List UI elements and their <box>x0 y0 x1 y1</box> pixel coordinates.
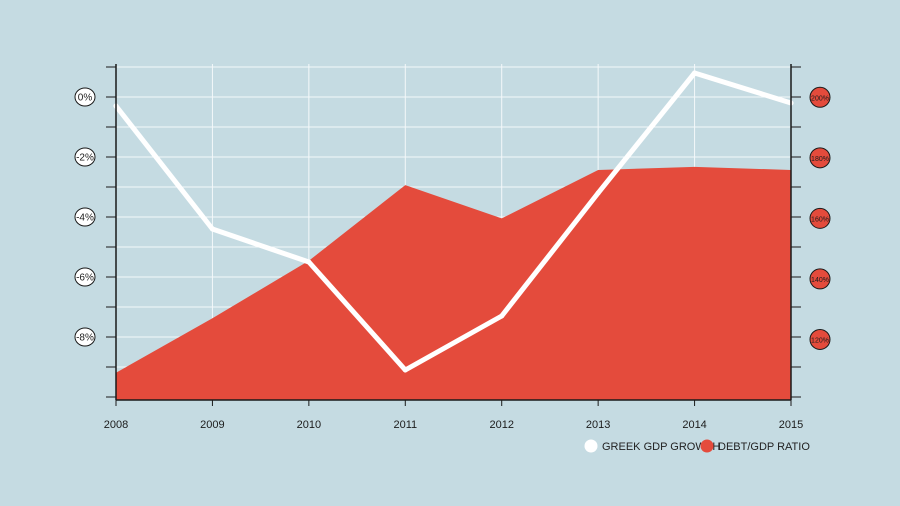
x-tick-label: 2010 <box>297 419 321 431</box>
x-tick-label: 2014 <box>682 419 706 431</box>
y-right-tick-label: 180% <box>811 156 829 163</box>
gdp-growth-point <box>402 367 408 373</box>
debt-gdp-area <box>116 166 791 400</box>
y-left-tick-label: -2% <box>76 153 94 164</box>
gdp-growth-point <box>692 70 698 76</box>
gdp-growth-point <box>306 259 312 265</box>
legend-marker <box>700 439 714 453</box>
y-left-tick-bubble <box>74 87 96 107</box>
x-tick-label: 2011 <box>393 419 417 431</box>
x-tick-label: 2015 <box>779 419 803 431</box>
gdp-growth-point <box>499 313 505 319</box>
y-right-tick-bubble <box>809 268 831 290</box>
legend-label: DEBT/GDP RATIO <box>718 441 810 453</box>
y-right-tick-label: 200% <box>811 95 829 102</box>
y-left-tick-bubble <box>74 327 96 347</box>
x-tick-label: 2008 <box>104 419 128 431</box>
y-right-tick-bubble <box>809 207 831 229</box>
y-right-tick-label: 120% <box>811 337 829 344</box>
y-left-tick-bubble <box>74 147 96 167</box>
y-left-tick-label: -4% <box>76 213 94 224</box>
y-right-tick-bubble <box>809 86 831 108</box>
gdp-growth-line <box>113 70 794 373</box>
y-left-tick-label: -6% <box>76 273 94 284</box>
y-right-tick-label: 160% <box>811 216 829 223</box>
y-left-tick-label: -8% <box>76 333 94 344</box>
x-tick-label: 2009 <box>200 419 224 431</box>
axes: 0% -2% -4% -6% -8% 200% 180% 160% 140% 120% 2008 20… <box>74 64 831 431</box>
y-right-tick-bubble <box>809 147 831 169</box>
legend-label: GREEK GDP GROWTH <box>602 441 720 453</box>
y-left-tick-bubble <box>74 267 96 287</box>
y-left-tick-label: 0% <box>78 93 93 104</box>
y-right-tick-label: 140% <box>811 277 829 284</box>
legend-marker <box>584 439 598 453</box>
y-left-tick-bubble <box>74 207 96 227</box>
gdp-growth-point <box>209 226 215 232</box>
debt-area-layer <box>115 166 792 400</box>
x-tick-label: 2013 <box>586 419 610 431</box>
y-right-tick-bubble <box>809 328 831 350</box>
gdp-growth-point <box>595 190 601 196</box>
x-tick-label: 2012 <box>489 419 513 431</box>
